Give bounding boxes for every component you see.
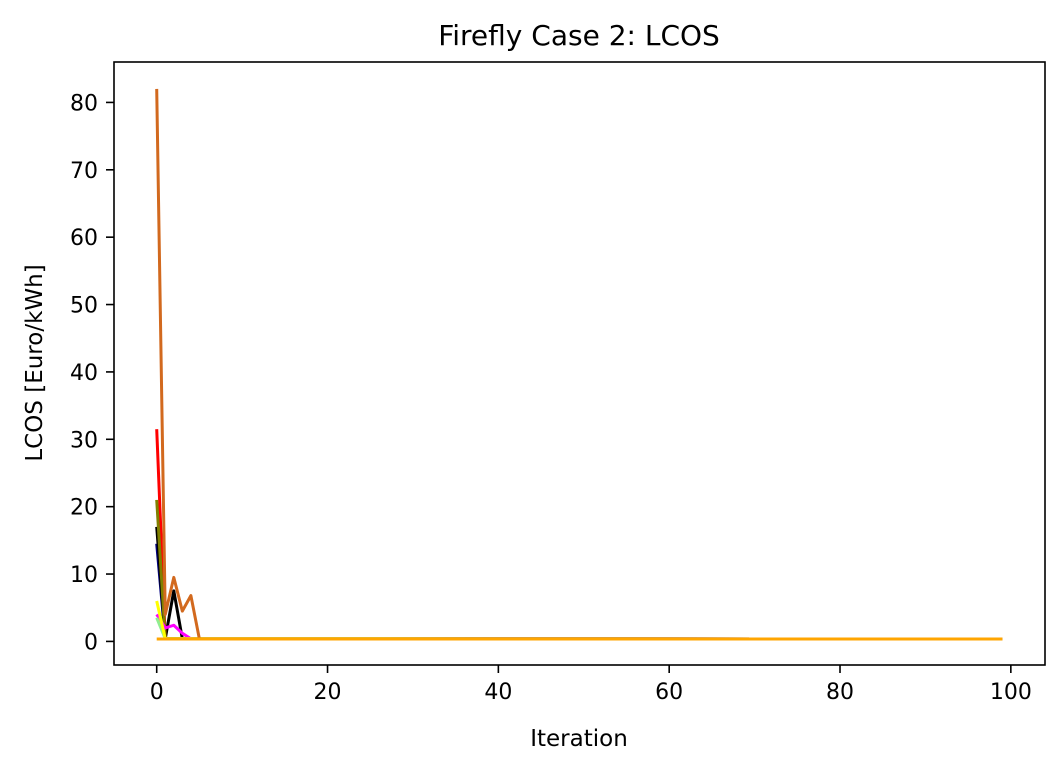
x-axis-label: Iteration [530,726,628,752]
series-line-7 [155,600,1003,641]
series-line-2 [155,526,1003,641]
x-axis: 0 20 40 60 80 100 [150,665,1032,705]
y-axis: 0 10 20 30 40 50 60 70 80 [70,91,114,655]
y-tick-label: 10 [70,563,98,588]
x-tick-label: 40 [484,680,512,705]
y-tick-label: 60 [70,226,98,251]
y-tick-label: 70 [70,159,98,184]
x-tick-label: 60 [655,680,683,705]
series-line-1 [155,543,1003,641]
x-tick-label: 100 [990,680,1032,705]
plot-frame [113,61,1046,666]
chart-title: Firefly Case 2: LCOS [438,19,720,52]
y-axis-label: LCOS [Euro/kWh] [22,264,48,461]
y-tick-label: 80 [70,91,98,116]
series-line-3 [155,429,1003,641]
series-line-4 [155,499,1003,641]
y-tick-label: 50 [70,294,98,319]
y-tick-label: 20 [70,496,98,521]
y-tick-label: 0 [84,630,98,655]
x-tick-label: 80 [826,680,854,705]
y-tick-label: 30 [70,428,98,453]
x-tick-label: 0 [150,680,164,705]
x-tick-label: 20 [314,680,342,705]
series-layer [155,88,1003,641]
y-tick-label: 40 [70,361,98,386]
series-line-8 [155,88,1003,641]
series-line-5 [155,613,1003,641]
series-line-6 [155,617,1003,641]
